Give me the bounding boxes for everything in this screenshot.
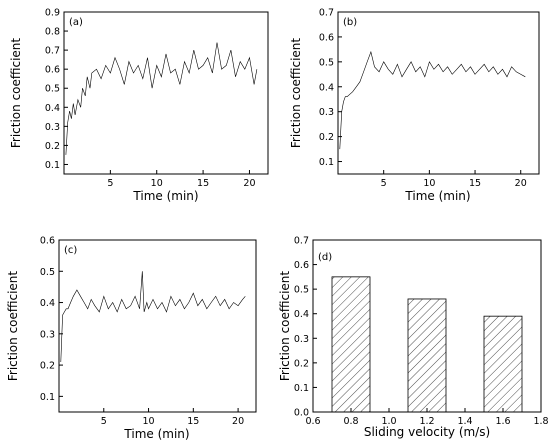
panel-c-xtick-label-2: 15 [187, 416, 199, 427]
panel-c-ytick-label-1: 0.2 [40, 361, 55, 372]
panel-b-series-line-0 [339, 50, 526, 150]
panel-b-ytick-label-4: 0.5 [319, 57, 334, 68]
panel-d-ytick-label-3: 0.3 [294, 334, 309, 345]
panel-d: (d) Sliding velocity (m/s) Friction coef… [278, 236, 549, 440]
panel-d-bar-1 [407, 298, 447, 413]
panel-b-xtick-label-1: 10 [423, 178, 435, 189]
panel-a-series-line-0 [65, 42, 258, 155]
panel-d-xtick-label-4: 1.4 [457, 416, 472, 427]
panel-a: (a) Time (min) Friction coefficient 5 10 1… [9, 8, 269, 203]
panel-b-ytick-label-0: 0.1 [319, 157, 334, 168]
panel-d-xtick-label-0: 0.6 [305, 416, 320, 427]
panel-b-ytick-label-6: 0.7 [319, 8, 334, 19]
panel-b-ytick-label-2: 0.3 [319, 107, 334, 118]
panel-c-ylabel: Friction coefficient [6, 271, 20, 382]
panel-a-ytick-label-3: 0.4 [45, 103, 60, 114]
panel-b-ylabel: Friction coefficient [289, 38, 303, 149]
panel-d-ytick-label-4: 0.4 [294, 309, 309, 320]
panel-a-ytick-label-7: 0.8 [45, 27, 60, 38]
panel-a-label: (a) [69, 17, 83, 28]
panel-b-ytick-label-1: 0.2 [319, 132, 334, 143]
panel-d-ytick-label-2: 0.2 [294, 358, 309, 369]
panel-a-xtick-label-0: 5 [107, 178, 113, 189]
panel-d-label: (d) [318, 252, 332, 263]
panel-b-xtick-label-2: 15 [469, 178, 481, 189]
panel-d-ytick-label-1: 0.1 [294, 383, 309, 394]
panel-d-ytick-label-7: 0.7 [294, 236, 309, 247]
panel-a-ytick-label-8: 0.9 [45, 8, 60, 19]
panel-d-ytick-label-6: 0.6 [294, 260, 309, 271]
panel-c-xtick-label-1: 10 [142, 416, 154, 427]
panel-c-ytick-label-0: 0.1 [40, 392, 55, 403]
panel-a-frame [63, 11, 269, 175]
panel-a-ytick-label-4: 0.5 [45, 84, 60, 95]
panel-c-label: (c) [64, 245, 77, 256]
panel-b-label: (b) [343, 17, 357, 28]
panel-d-ylabel: Friction coefficient [278, 271, 292, 382]
panel-a-ytick-label-2: 0.3 [45, 122, 60, 133]
panel-d-ytick-label-5: 0.5 [294, 285, 309, 296]
panel-c-xlabel: Time (min) [123, 427, 189, 441]
panel-a-xlabel: Time (min) [132, 189, 198, 203]
panel-d-xtick-label-3: 1.2 [419, 416, 434, 427]
panel-c-series-line-0 [60, 271, 246, 363]
panel-a-ytick-label-6: 0.7 [45, 46, 60, 57]
panel-d-xlabel: Sliding velocity (m/s) [364, 425, 490, 439]
panel-c-ytick-label-5: 0.6 [40, 236, 55, 247]
panel-c-xtick-label-0: 5 [101, 416, 107, 427]
panel-b-frame [337, 11, 540, 175]
panel-a-ytick-label-5: 0.6 [45, 65, 60, 76]
panel-d-bar-0 [331, 276, 371, 413]
panel-b-xlabel: Time (min) [404, 189, 470, 203]
panel-b: (b) Time (min) Friction coefficient 5 10 1… [289, 8, 540, 203]
panel-c-xtick-label-3: 20 [232, 416, 244, 427]
panel-d-xtick-label-1: 0.8 [343, 416, 358, 427]
panel-a-ytick-label-0: 0.1 [45, 160, 60, 171]
panel-b-ytick-label-3: 0.4 [319, 82, 334, 93]
panel-c: (c) Time (min) Friction coefficient 5 10 1… [6, 236, 257, 441]
panel-b-ytick-label-5: 0.6 [319, 32, 334, 43]
panel-c-ytick-label-4: 0.5 [40, 267, 55, 278]
panel-a-xtick-label-1: 10 [151, 178, 163, 189]
panel-d-xtick-label-5: 1.6 [495, 416, 510, 427]
panel-b-xtick-label-3: 20 [515, 178, 527, 189]
panel-c-ytick-label-3: 0.4 [40, 298, 55, 309]
panel-b-xtick-label-0: 5 [381, 178, 387, 189]
panel-a-ytick-label-1: 0.2 [45, 141, 60, 152]
panel-c-ytick-label-2: 0.3 [40, 329, 55, 340]
panel-d-bar-2 [483, 315, 523, 413]
panel-d-ytick-label-0: 0.0 [294, 408, 309, 419]
panel-d-xtick-label-6: 1.8 [533, 416, 548, 427]
panel-a-ylabel: Friction coefficient [9, 38, 23, 149]
panel-c-frame [58, 239, 257, 413]
panel-a-xtick-label-2: 15 [197, 178, 209, 189]
panel-d-xtick-label-2: 1.0 [381, 416, 396, 427]
panel-a-xtick-label-3: 20 [243, 178, 255, 189]
